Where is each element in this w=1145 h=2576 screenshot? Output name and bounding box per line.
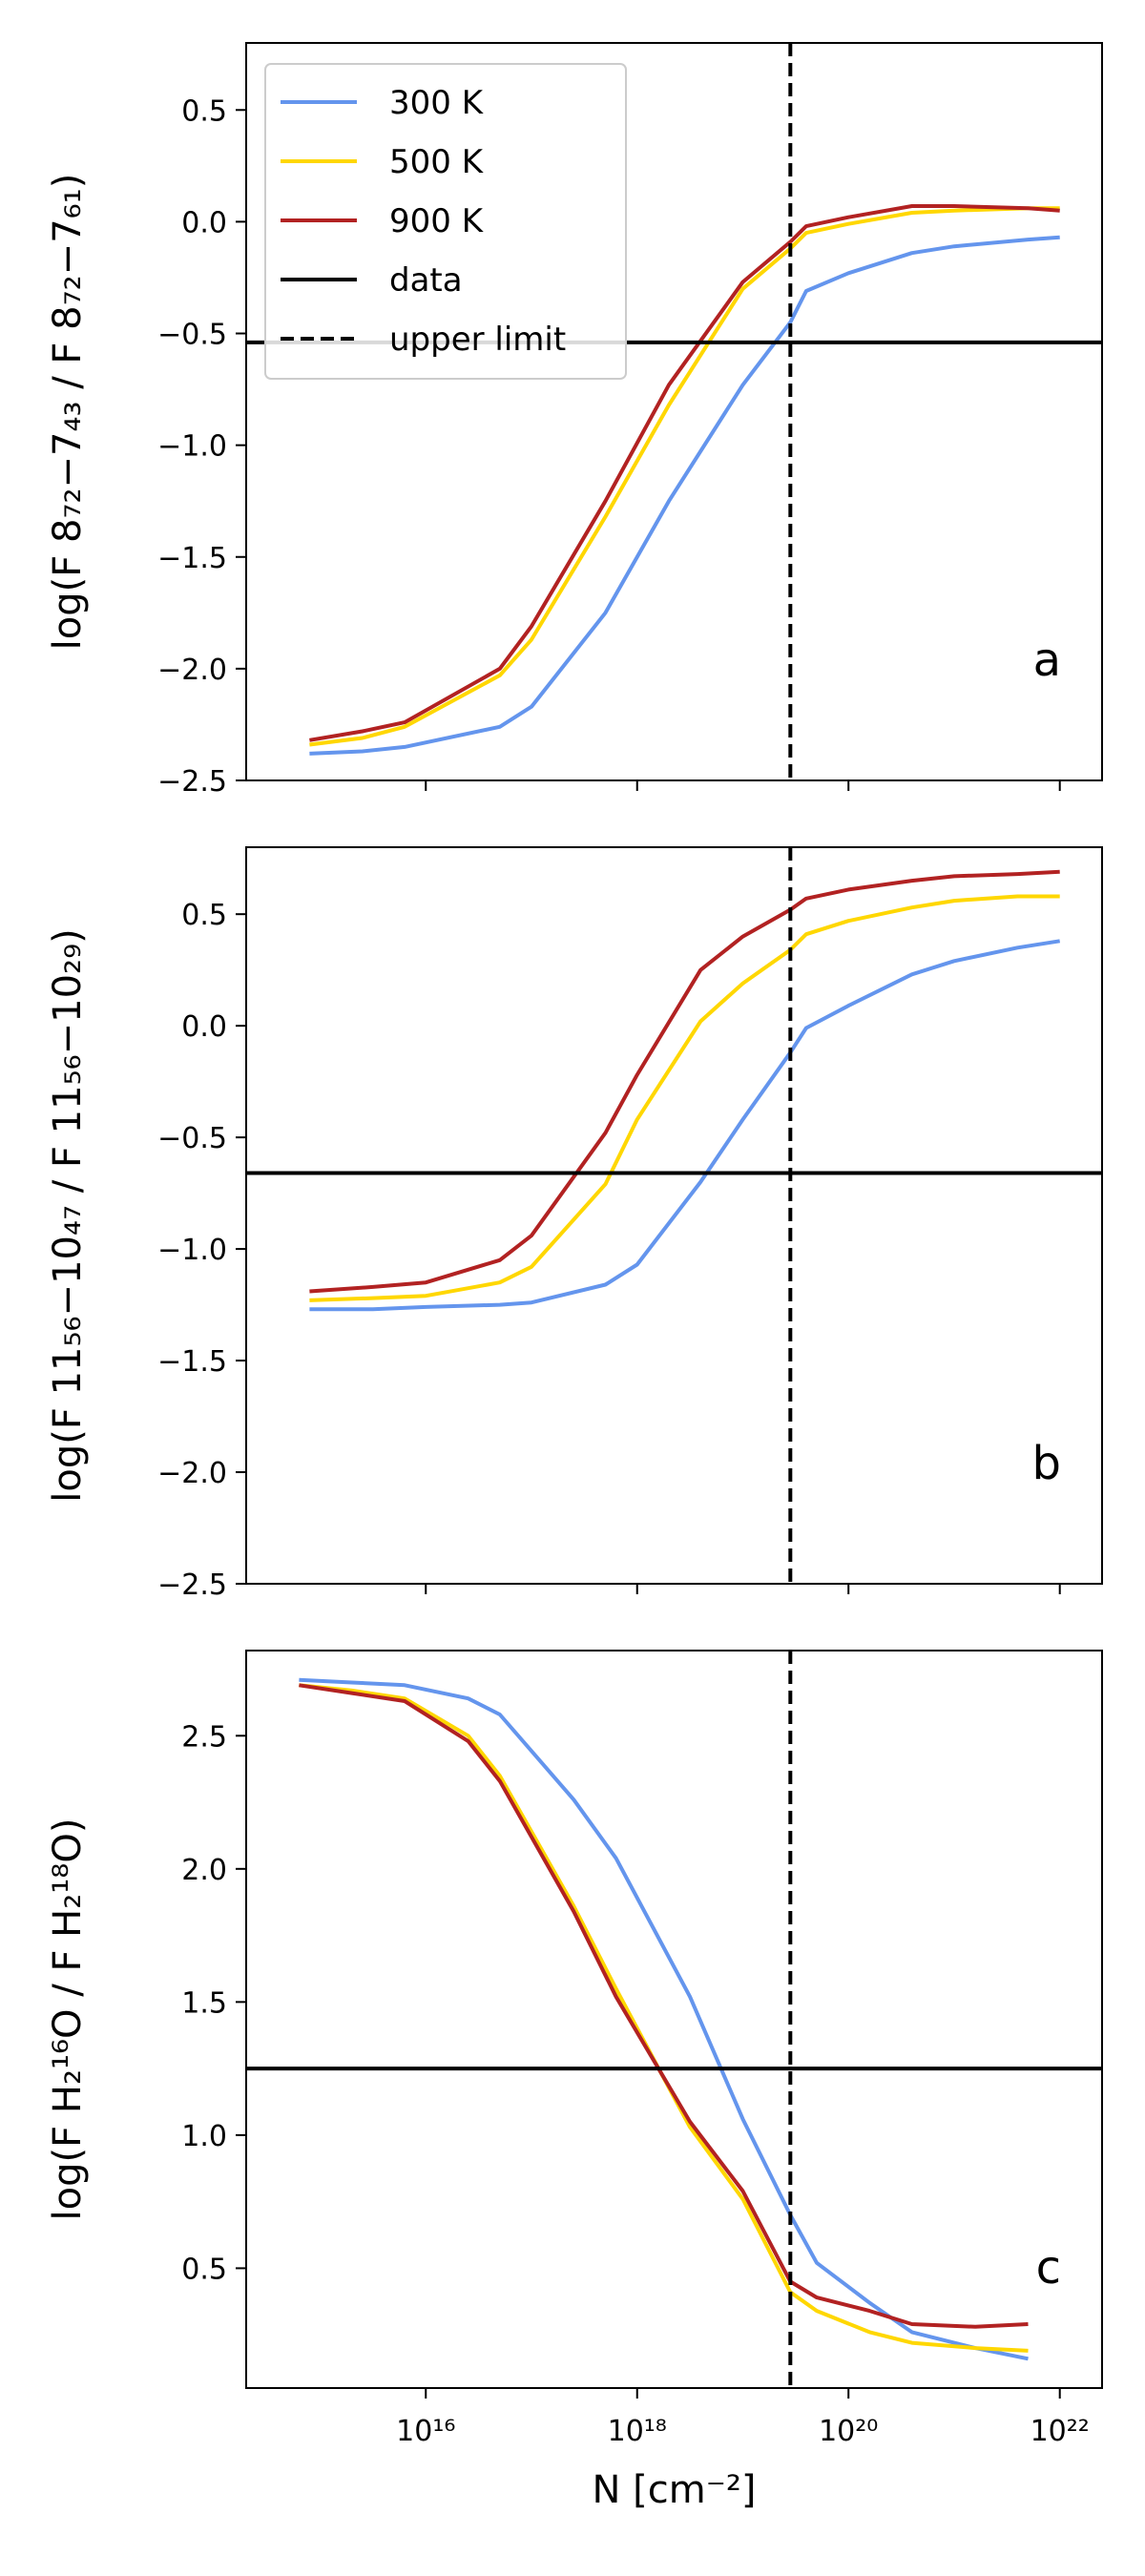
- legend-item: 500 K: [281, 143, 485, 181]
- y-tick-label: −2.0: [157, 654, 227, 687]
- legend-item: data: [281, 261, 463, 300]
- legend-label: 900 K: [389, 202, 485, 240]
- series-line-900k: [309, 869, 1060, 1294]
- panel-letter: a: [1033, 634, 1061, 687]
- y-tick-label: −1.0: [157, 1234, 227, 1267]
- series-line-300k: [309, 939, 1061, 1312]
- legend-item: upper limit: [281, 321, 566, 359]
- y-tick-label: −2.5: [157, 1568, 227, 1602]
- axes-frame: [245, 1650, 1103, 2389]
- y-tick-label: 0.5: [181, 899, 227, 932]
- series-line-500k: [309, 206, 1060, 747]
- legend-label: data: [389, 261, 463, 300]
- panel-letter: b: [1032, 1437, 1061, 1490]
- legend: 300 K 500 K 900 K data upper limit: [264, 63, 627, 380]
- legend-label: 300 K: [389, 84, 485, 122]
- x-tick-label: 10²⁰: [819, 2415, 878, 2448]
- y-tick-label: 2.0: [181, 1854, 227, 1887]
- y-tick-label: 0.0: [181, 1010, 227, 1044]
- chart-root: −2.5 −2.0 −1.5 −1.0 −0.5 0.0 0.5 log(F 8₇₂−7₄₃ …: [46, 42, 1103, 2512]
- panel-c-plot-area: [246, 1651, 1102, 2388]
- y-tick-label: 2.5: [181, 1720, 227, 1754]
- panel-c: 0.5 1.0 1.5 2.0 2.5 10¹⁶ 10¹⁸ 10²⁰ 10²² log(F H₂¹…: [46, 1650, 1103, 2448]
- y-tick-label: 0.5: [181, 2253, 227, 2286]
- y-tick-label: −1.0: [157, 430, 227, 464]
- panel-a: −2.5 −2.0 −1.5 −1.0 −0.5 0.0 0.5 log(F 8₇₂−7₄₃ …: [46, 42, 1103, 799]
- series-line-300k: [299, 1677, 1029, 2361]
- y-tick-label: −2.5: [157, 765, 227, 799]
- panel-letter: c: [1036, 2241, 1061, 2295]
- panel-b-plot-area: [246, 847, 1102, 1584]
- y-axis-label: log(F H₂¹⁶O / F H₂¹⁸O): [46, 1818, 90, 2221]
- legend-label: upper limit: [389, 321, 566, 359]
- x-tick-label: 10²²: [1030, 2415, 1090, 2448]
- series-line-300k: [309, 235, 1060, 756]
- legend-item: 900 K: [281, 202, 485, 240]
- series-line-500k: [309, 894, 1060, 1302]
- y-tick-label: −2.0: [157, 1457, 227, 1490]
- x-tick-label: 10¹⁸: [608, 2415, 667, 2448]
- y-tick-label: 0.0: [181, 206, 227, 239]
- x-axis-label: N [cm⁻²]: [593, 2468, 757, 2512]
- y-tick-label: 1.0: [181, 2120, 227, 2153]
- axes-frame: [245, 42, 1103, 781]
- legend-label: 500 K: [389, 143, 485, 181]
- series-line-500k: [299, 1683, 1029, 2353]
- series-line-900k: [299, 1683, 1029, 2329]
- y-axis-label: log(F 11₅₆−10₄₇ / F 11₅₆−10₂₉): [46, 928, 90, 1502]
- y-tick-label: −1.5: [157, 1345, 227, 1379]
- y-tick-label: 0.5: [181, 94, 227, 128]
- axes-frame: [245, 846, 1103, 1585]
- y-tick-label: −0.5: [157, 319, 227, 352]
- legend-box: [264, 63, 627, 380]
- y-tick-label: −0.5: [157, 1122, 227, 1155]
- y-tick-label: −1.5: [157, 542, 227, 575]
- x-tick-label: 10¹⁶: [396, 2415, 455, 2448]
- panel-b: −2.5 −2.0 −1.5 −1.0 −0.5 0.0 0.5 log(F 11₅₆−10₄…: [46, 846, 1103, 1602]
- y-tick-label: 1.5: [181, 1986, 227, 2020]
- legend-item: 300 K: [281, 84, 485, 122]
- series-line-900k: [309, 204, 1060, 742]
- y-axis-label: log(F 8₇₂−7₄₃ / F 8₇₂−7₆₁): [46, 174, 90, 651]
